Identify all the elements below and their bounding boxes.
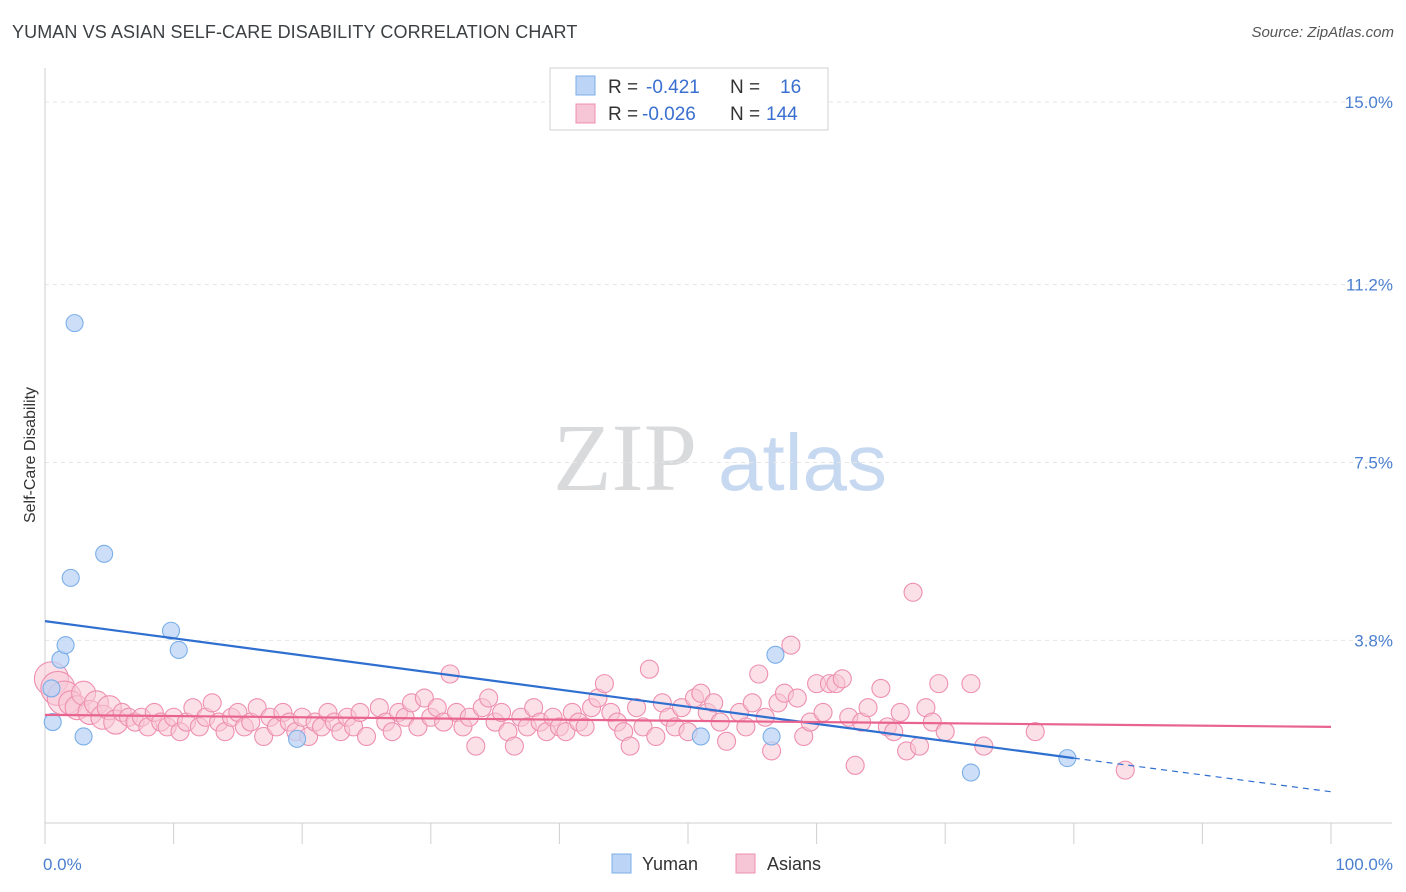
- asians-point-85: [594, 674, 614, 694]
- asians-point-108: [749, 664, 769, 684]
- asians-point-89: [620, 736, 640, 756]
- asians-point-49: [356, 726, 377, 747]
- watermark-zip: ZIP: [553, 404, 697, 511]
- yuman-point-8: [161, 621, 181, 640]
- yuman-point-6: [74, 727, 93, 746]
- asians-point-64: [459, 707, 479, 727]
- series-legend-label-yuman: Yuman: [642, 854, 698, 874]
- asians-point-93: [646, 726, 666, 747]
- yuman-point-9: [169, 640, 188, 660]
- yuman-points: [42, 314, 1077, 782]
- yuman-trend-line: [44, 620, 1074, 760]
- yuman-point-5: [65, 314, 84, 333]
- grid-lines: [45, 101, 1392, 641]
- asians-point-118: [813, 702, 833, 723]
- asians-point-33: [254, 726, 274, 747]
- legend-n-label-yuman: N =: [730, 77, 760, 98]
- y-axis-label: Self-Care Disability: [22, 387, 39, 523]
- asians-point-113: [781, 635, 801, 655]
- watermark-atlas: atlas: [718, 418, 887, 507]
- asians-point-92: [639, 659, 659, 679]
- asians-point-67: [479, 688, 499, 708]
- series-legend-swatch-yuman: [611, 853, 632, 874]
- asians-point-136: [935, 722, 955, 742]
- yuman-point-7: [95, 544, 114, 563]
- yuman-point-10: [288, 729, 307, 748]
- yuman-trend-extension: [1073, 757, 1332, 793]
- yuman-point-0: [42, 679, 61, 698]
- chart-title: YUMAN VS ASIAN SELF-CARE DISABILITY CORR…: [12, 22, 578, 42]
- yuman-point-13: [766, 645, 785, 664]
- asians-point-69: [491, 702, 512, 723]
- asians-point-125: [858, 698, 878, 718]
- yuman-point-1: [43, 713, 62, 732]
- asians-point-102: [704, 693, 724, 713]
- series-legend-swatch-asians: [735, 853, 756, 874]
- asians-point-52: [382, 722, 402, 742]
- y-tick-label-2: 11.2%: [1346, 276, 1393, 295]
- legend-swatch-asians: [575, 103, 596, 124]
- asians-point-90: [627, 698, 647, 718]
- asians-point-128: [884, 722, 904, 742]
- legend-swatch-yuman: [575, 75, 596, 96]
- asians-trend-line: [44, 713, 1332, 728]
- asians-point-131: [903, 582, 923, 602]
- asians-point-104: [717, 731, 737, 751]
- trend-lines: [44, 620, 1332, 793]
- legend-r-label-yuman: R =: [608, 77, 638, 98]
- asians-point-137: [961, 674, 981, 694]
- asians-point-82: [575, 717, 595, 737]
- asians-point-65: [466, 736, 486, 756]
- source-label: Source: ZipAtlas.com: [1251, 24, 1394, 41]
- correlation-legend: R = -0.421 N = 16 R = -0.026 N = 144: [549, 67, 829, 131]
- asians-point-79: [556, 722, 576, 742]
- asians-point-121: [832, 669, 852, 689]
- asians-point-100: [691, 683, 711, 703]
- asians-point-135: [929, 674, 949, 694]
- y-tick-label-0: 3.8%: [1354, 631, 1393, 650]
- asians-point-129: [890, 702, 910, 723]
- legend-n-asians: 144: [766, 104, 798, 125]
- legend-r-yuman: -0.421: [646, 77, 700, 98]
- yuman-point-3: [56, 636, 75, 655]
- x-tick-label-0: 0.0%: [43, 855, 82, 874]
- legend-r-asians: -0.026: [642, 104, 696, 125]
- series-legend: Yuman Asians: [611, 853, 821, 874]
- asians-point-25: [202, 693, 222, 713]
- legend-r-label-asians: R =: [608, 104, 638, 125]
- asians-points: [33, 582, 1135, 780]
- asians-point-139: [1025, 722, 1045, 742]
- yuman-point-11: [691, 727, 710, 746]
- yuman-point-4: [61, 568, 80, 587]
- asians-point-126: [871, 678, 891, 698]
- y-tick-label-1: 7.5%: [1354, 454, 1393, 473]
- yuman-point-14: [961, 763, 980, 782]
- x-tick-label-1: 100.0%: [1335, 855, 1393, 874]
- yuman-point-12: [762, 727, 781, 746]
- tick-labels: 3.8% 7.5% 11.2% 15.0% 0.0% 100.0%: [43, 93, 1393, 874]
- series-legend-label-asians: Asians: [767, 854, 821, 874]
- asians-point-71: [504, 736, 524, 756]
- asians-point-107: [742, 693, 762, 713]
- asians-point-91: [633, 717, 653, 737]
- legend-box: [549, 67, 829, 131]
- asians-point-132: [909, 736, 930, 756]
- asians-point-114: [787, 688, 807, 708]
- legend-n-label-asians: N =: [730, 104, 760, 125]
- asians-point-123: [845, 755, 865, 775]
- asians-point-57: [414, 688, 434, 708]
- y-tick-label-3: 15.0%: [1345, 93, 1393, 112]
- legend-n-yuman: 16: [780, 77, 801, 98]
